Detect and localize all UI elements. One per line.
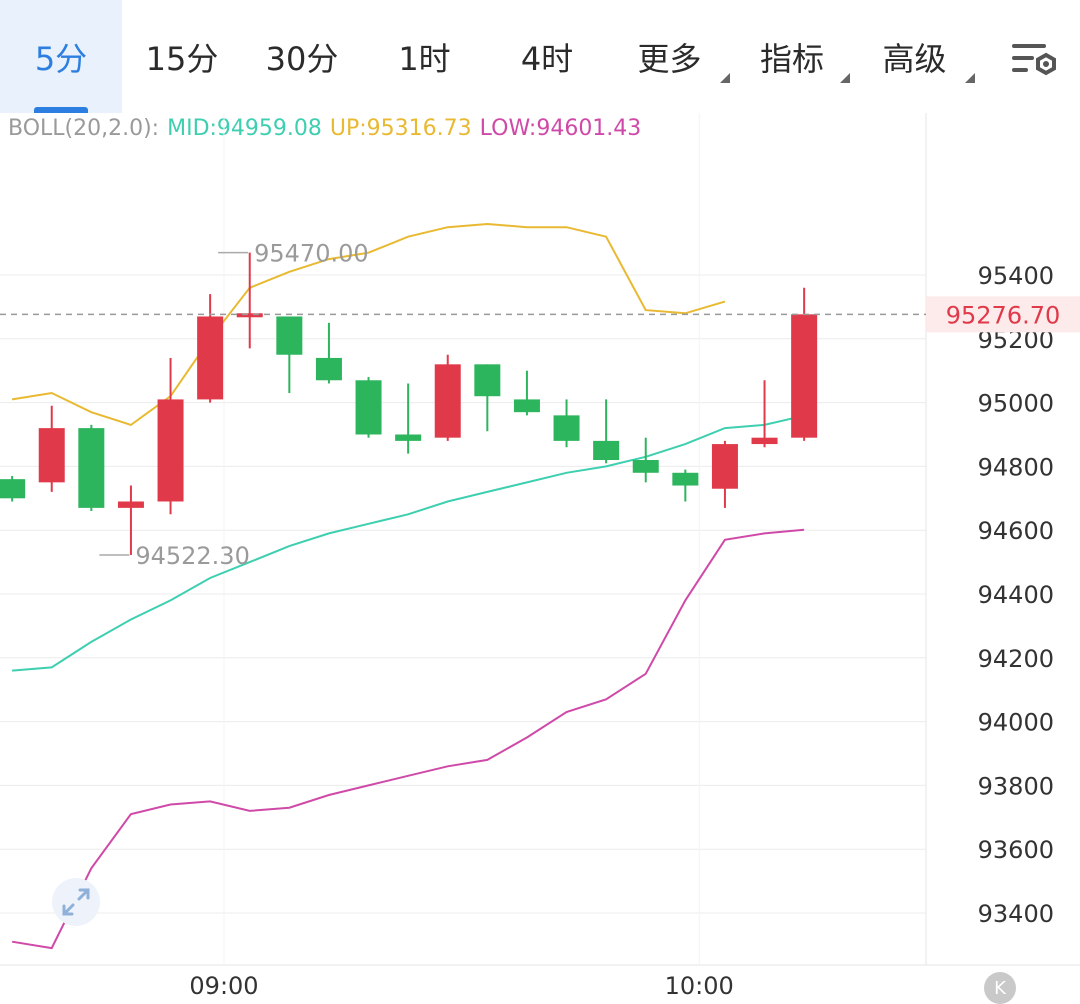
tab-label: 4时 <box>520 39 574 78</box>
k-label: K <box>994 977 1006 999</box>
y-tick-label: 95000 <box>978 390 1054 418</box>
tab-5[interactable]: 更多 <box>607 0 732 113</box>
y-tick-label: 94400 <box>978 581 1054 609</box>
candle[interactable] <box>791 287 818 441</box>
x-tick-label: 10:00 <box>665 972 734 1000</box>
y-tick-label: 94600 <box>978 517 1054 545</box>
current-price-tag <box>926 296 1080 333</box>
candle[interactable] <box>236 252 263 349</box>
boll-up: UP:95316.73 <box>329 116 472 141</box>
candle-body <box>553 415 580 441</box>
current-price-label: 95276.70 <box>946 301 1061 329</box>
tab-3[interactable]: 1时 <box>362 0 487 113</box>
candle[interactable] <box>117 485 144 555</box>
chart-settings-icon[interactable] <box>1010 40 1060 80</box>
candle-body <box>434 364 461 438</box>
candle[interactable] <box>78 424 105 512</box>
high-marker-label: 95470.00 <box>254 240 369 268</box>
tab-label: 高级 <box>882 39 947 78</box>
candle-body <box>355 380 382 435</box>
low-marker-label: 94522.30 <box>135 542 250 570</box>
boll-mid-line <box>12 414 805 672</box>
boll-legend: BOLL(20,2.0): MID:94959.08 UP:95316.73 LOW:… <box>8 116 649 146</box>
y-tick-label: 94800 <box>978 453 1054 481</box>
candle[interactable] <box>0 475 26 502</box>
y-tick-label: 94200 <box>978 645 1054 673</box>
candle-body <box>593 440 620 461</box>
boll-lower-line <box>11 528 805 950</box>
tab-label: 5分 <box>34 39 88 78</box>
candle[interactable] <box>593 399 620 464</box>
candle-body <box>632 460 659 473</box>
candle-body <box>791 314 818 438</box>
boll-mid: MID:94959.08 <box>167 116 322 141</box>
candle-body <box>672 472 699 486</box>
boll-upper-line <box>11 222 726 427</box>
candle[interactable] <box>711 440 738 508</box>
tab-4[interactable]: 4时 <box>487 0 607 113</box>
candle-body <box>751 437 778 445</box>
dropdown-triangle-icon <box>720 73 730 83</box>
candle[interactable] <box>315 322 342 384</box>
candle[interactable] <box>672 469 699 502</box>
expand-icon[interactable] <box>52 878 100 926</box>
candle-body <box>395 434 422 441</box>
tab-label: 1时 <box>398 39 451 78</box>
y-tick-label: 93600 <box>978 836 1054 864</box>
y-tick-label: 93400 <box>978 900 1054 928</box>
candle[interactable] <box>553 399 580 448</box>
candle[interactable] <box>276 316 303 394</box>
y-tick-label: 94000 <box>978 709 1054 737</box>
candle[interactable] <box>751 380 778 448</box>
candle-body <box>38 428 65 483</box>
candle[interactable] <box>632 437 659 483</box>
candle-body <box>117 501 144 508</box>
x-tick-label: 09:00 <box>189 972 258 1000</box>
candle[interactable] <box>474 364 501 432</box>
candle-body <box>711 444 738 489</box>
candle[interactable] <box>38 405 65 492</box>
candle-body <box>474 364 501 397</box>
tab-label: 30分 <box>265 39 339 78</box>
candle[interactable] <box>157 357 184 515</box>
candle-body <box>513 399 540 413</box>
tab-label: 更多 <box>637 39 702 78</box>
boll-low: LOW:94601.43 <box>479 116 642 141</box>
candle-body <box>157 399 184 502</box>
candle-body <box>197 316 224 400</box>
tab-label: 指标 <box>759 39 824 78</box>
candle-body <box>236 313 263 318</box>
candle[interactable] <box>197 294 224 403</box>
candle[interactable] <box>434 354 461 441</box>
candle-body <box>0 479 26 499</box>
candle-body <box>276 316 303 355</box>
dropdown-triangle-icon <box>840 73 850 83</box>
tab-1[interactable]: 15分 <box>122 0 242 113</box>
tab-6[interactable]: 指标 <box>732 0 852 113</box>
tab-7[interactable]: 高级 <box>852 0 977 113</box>
tab-0[interactable]: 5分 <box>0 0 122 113</box>
k-line-icon[interactable]: K <box>984 972 1016 1004</box>
boll-params: BOLL(20,2.0): <box>8 116 160 141</box>
candle-body <box>78 428 105 508</box>
y-tick-label: 95400 <box>978 262 1054 290</box>
timeframe-tab-bar: 5分 15分 30分 1时 4时 更多 指标 高级 <box>0 0 1080 113</box>
tab-label: 15分 <box>145 39 219 78</box>
y-tick-label: 93800 <box>978 772 1054 800</box>
candle[interactable] <box>513 370 540 416</box>
dropdown-triangle-icon <box>965 73 975 83</box>
candle[interactable] <box>395 383 422 454</box>
candle[interactable] <box>355 377 382 438</box>
tab-2[interactable]: 30分 <box>242 0 362 113</box>
candle-body <box>315 357 342 381</box>
